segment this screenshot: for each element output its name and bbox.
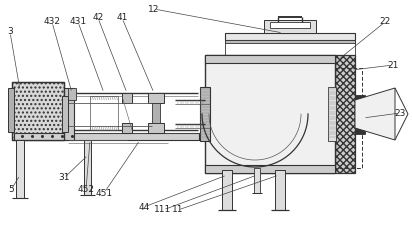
Bar [205, 55, 335, 173]
Text: 12: 12 [148, 4, 160, 13]
Text: 111: 111 [154, 205, 172, 214]
Bar [200, 87, 210, 141]
Bar [16, 140, 24, 198]
Bar [358, 104, 380, 126]
Bar [376, 110, 384, 118]
Bar [122, 123, 132, 133]
Bar [270, 22, 310, 28]
Bar [68, 88, 76, 100]
Text: 41: 41 [116, 14, 128, 22]
Bar [225, 33, 355, 40]
Text: 3: 3 [7, 27, 13, 36]
Bar [328, 87, 336, 141]
Bar [14, 133, 199, 140]
Bar [335, 55, 355, 173]
Text: 432: 432 [43, 18, 60, 27]
Text: 23: 23 [394, 108, 406, 117]
Text: 452: 452 [78, 185, 95, 194]
Bar [205, 165, 335, 173]
Bar [90, 96, 118, 130]
Bar [8, 88, 14, 132]
Bar [205, 55, 335, 63]
Bar [264, 20, 316, 33]
Bar [12, 82, 64, 140]
Bar [62, 96, 68, 132]
Text: 5: 5 [8, 185, 14, 194]
Text: 31: 31 [58, 173, 70, 182]
Bar [12, 82, 64, 140]
Bar [64, 88, 74, 140]
Bar [275, 170, 285, 210]
Bar [152, 103, 160, 123]
Bar [254, 168, 260, 193]
Bar [355, 126, 365, 134]
Bar [122, 93, 132, 103]
Bar [358, 104, 380, 126]
Text: 42: 42 [93, 14, 104, 22]
Text: 451: 451 [95, 189, 113, 198]
Text: 431: 431 [69, 18, 87, 27]
Text: 11: 11 [172, 205, 184, 214]
Polygon shape [355, 88, 395, 140]
Bar [148, 93, 164, 103]
Bar [222, 170, 232, 210]
Bar [355, 95, 365, 103]
Bar [207, 68, 362, 168]
Bar [84, 140, 91, 195]
Bar [225, 40, 355, 43]
Text: 44: 44 [138, 202, 150, 211]
Text: 21: 21 [387, 61, 399, 70]
Bar [148, 123, 164, 133]
Text: 22: 22 [380, 18, 391, 27]
